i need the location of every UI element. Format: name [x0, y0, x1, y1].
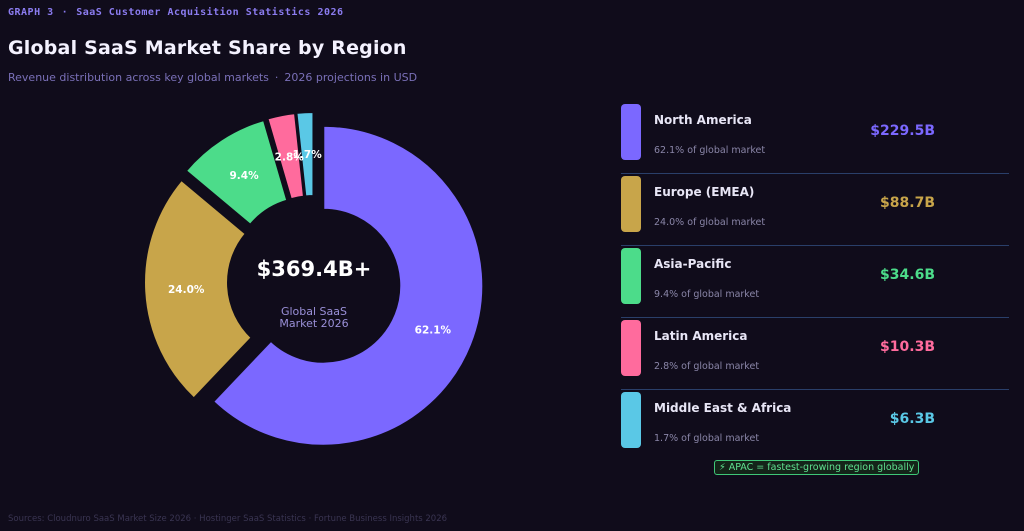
legend-row-latin-america: Latin America 2.8% of global market $10.… — [621, 318, 1009, 390]
region-share: 62.1% of global market — [654, 145, 766, 156]
legend-swatch — [621, 392, 641, 448]
region-name: Latin America — [654, 329, 748, 343]
region-value: $10.3B — [880, 339, 935, 355]
donut-center-value: $369.4B+ — [257, 257, 372, 281]
sources-footnote: Sources: Cloudnuro SaaS Market Size 2026… — [8, 514, 448, 524]
subtitle-separator: · — [274, 71, 279, 84]
donut-slice-middle-east-africa — [295, 111, 315, 198]
donut-slice-label: 62.1% — [415, 324, 452, 336]
donut-slice-label: 1.7% — [293, 149, 323, 161]
region-value: $229.5B — [870, 123, 935, 139]
donut-slice-labels: 62.1% 24.0% 9.4% 2.8%1.7% — [168, 149, 452, 336]
graph-series-title: SaaS Customer Acquisition Statistics 202… — [76, 7, 344, 18]
donut-center-label-line2: Market 2026 — [279, 317, 348, 330]
donut-slice-label: 2.8% — [275, 151, 305, 163]
graph-number: GRAPH 3 — [8, 7, 54, 18]
region-value: $6.3B — [889, 411, 935, 427]
region-value: $88.7B — [880, 195, 935, 211]
subtitle-description: Revenue distribution across key global m… — [8, 71, 269, 84]
legend-row-middle-east-africa: Middle East & Africa 1.7% of global mark… — [621, 390, 1009, 461]
region-name: Middle East & Africa — [654, 401, 792, 415]
region-share: 1.7% of global market — [654, 433, 760, 444]
apac-growth-badge: ⚡ APAC = fastest-growing region globally — [714, 460, 920, 475]
region-name: Europe (EMEA) — [654, 185, 755, 199]
subtitle-projection: 2026 projections in USD — [284, 71, 418, 84]
donut-slice-asia-pacific — [184, 118, 289, 227]
legend-swatch — [621, 104, 641, 160]
region-share: 9.4% of global market — [654, 289, 760, 300]
legend-row-north-america: North America 62.1% of global market $22… — [621, 102, 1009, 174]
region-share: 24.0% of global market — [654, 217, 766, 228]
donut-slice-latin-america — [266, 112, 306, 201]
legend-row-europe: Europe (EMEA) 24.0% of global market $88… — [621, 174, 1009, 246]
legend-swatch — [621, 248, 641, 304]
page-title: Global SaaS Market Share by Region — [8, 37, 407, 59]
legend-swatch — [621, 176, 641, 232]
region-share: 2.8% of global market — [654, 361, 760, 372]
donut-slice-europe-emea — [143, 178, 254, 400]
eyebrow-separator: · — [61, 7, 69, 18]
region-name: Asia-Pacific — [654, 257, 732, 271]
graph-eyebrow: GRAPH 3 · SaaS Customer Acquisition Statis… — [8, 7, 344, 18]
donut-slice-label: 24.0% — [168, 284, 205, 296]
legend-row-asia-pacific: Asia-Pacific 9.4% of global market $34.6… — [621, 246, 1009, 318]
donut-slices — [143, 111, 485, 447]
donut-slice-north-america — [211, 124, 485, 447]
legend-swatch — [621, 320, 641, 376]
donut-slice-label: 9.4% — [229, 170, 259, 182]
donut-chart: 62.1% 24.0% 9.4% 2.8%1.7% $369.4B+ Global S… — [143, 111, 485, 447]
region-legend: North America 62.1% of global market $22… — [621, 102, 1009, 461]
region-name: North America — [654, 113, 752, 127]
region-value: $34.6B — [880, 267, 935, 283]
page-subtitle: Revenue distribution across key global m… — [8, 71, 417, 84]
donut-center-label-line1: Global SaaS — [281, 305, 347, 318]
